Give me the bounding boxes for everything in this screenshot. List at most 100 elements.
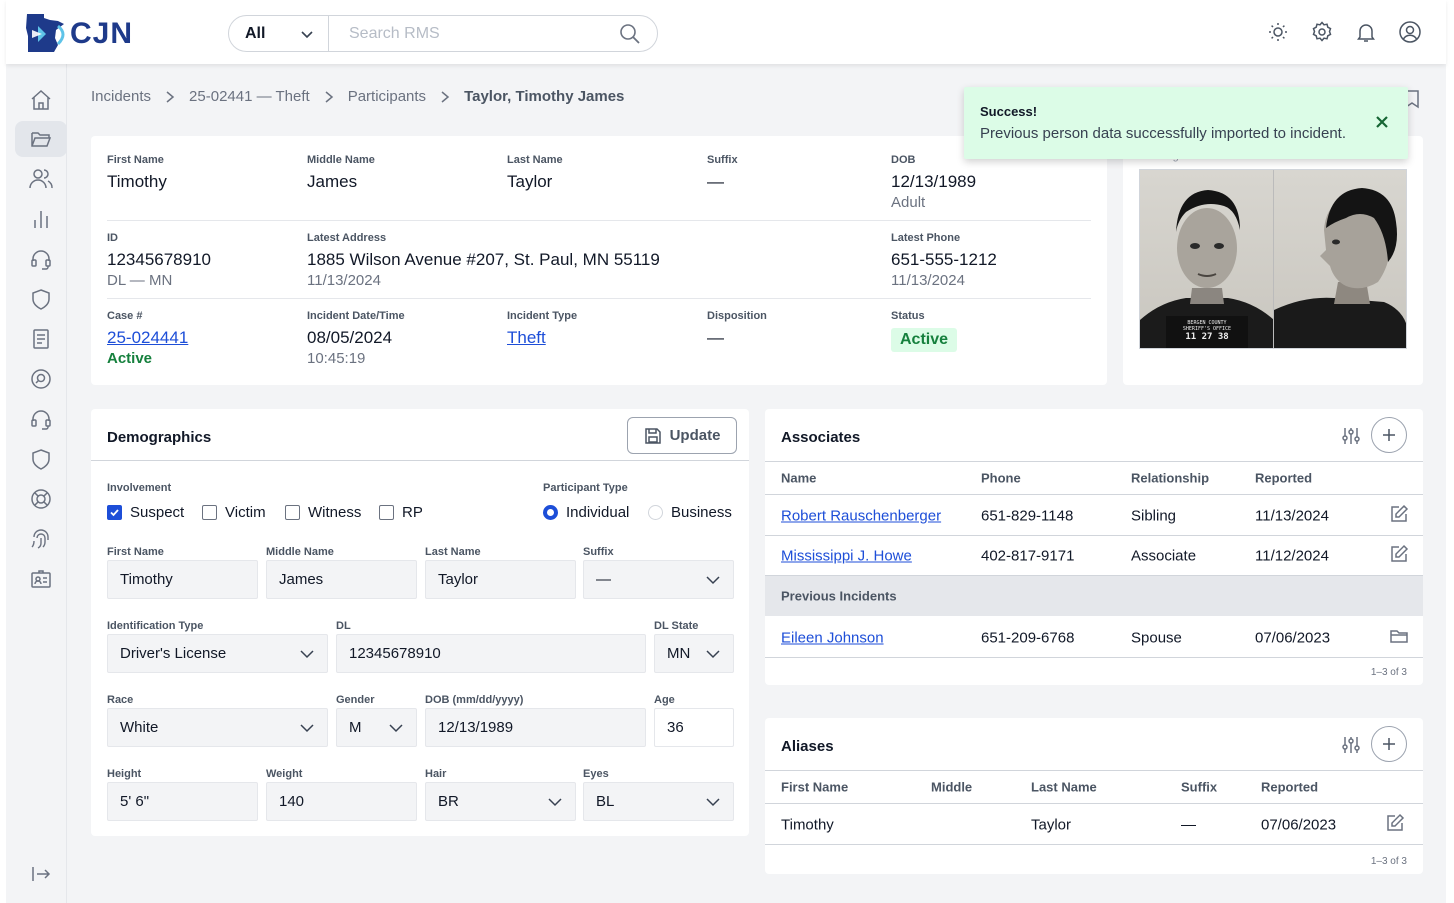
gender-label: Gender	[336, 694, 375, 706]
associate-name-link[interactable]: Robert Rauschenberger	[781, 507, 942, 524]
hair-label: Hair	[425, 768, 447, 780]
sidebar-item-dispatch-2[interactable]	[15, 401, 67, 437]
race-select[interactable]: White	[107, 708, 328, 747]
last-name-field[interactable]: Taylor	[425, 560, 576, 599]
booking-photo[interactable]: BERGEN COUNTY SHERIFF'S OFFICE 11 27 38	[1139, 169, 1407, 349]
chevron-down-icon	[389, 723, 403, 732]
theme-toggle-icon[interactable]	[1266, 20, 1290, 44]
involvement-witness-checkbox[interactable]: Witness	[285, 504, 361, 521]
status-badge: Active	[891, 328, 958, 352]
sidebar-item-incidents[interactable]	[15, 121, 67, 157]
sidebar-item-people[interactable]	[15, 161, 67, 197]
age-field[interactable]: 36	[654, 708, 734, 747]
edit-icon[interactable]	[1389, 504, 1409, 528]
sidebar-item-reports[interactable]	[15, 201, 67, 237]
column-header: First Name	[781, 779, 849, 795]
cell-phone: 651-209-6768	[981, 629, 1075, 646]
search-scope-select[interactable]: All	[229, 16, 329, 51]
search-scope-value: All	[245, 24, 266, 42]
shield-icon	[32, 449, 50, 470]
dob-field[interactable]: 12/13/1989	[425, 708, 646, 747]
filter-sliders-icon[interactable]	[1341, 735, 1361, 755]
incident-type-link[interactable]: Theft	[507, 328, 546, 347]
mugshot-front-image	[1140, 190, 1273, 348]
add-alias-button[interactable]	[1371, 726, 1407, 762]
bell-icon[interactable]	[1354, 20, 1378, 44]
sidebar-item-dispatch[interactable]	[15, 241, 67, 277]
people-icon	[29, 169, 53, 189]
involvement-rp-checkbox[interactable]: RP	[379, 504, 423, 521]
breadcrumb-incident[interactable]: 25-02441 — Theft	[189, 88, 310, 105]
sidebar-item-support[interactable]	[15, 481, 67, 517]
first-name-field[interactable]: Timothy	[107, 560, 258, 599]
sidebar-item-documents[interactable]	[15, 321, 67, 357]
column-header: Relationship	[1131, 470, 1210, 486]
suffix-select[interactable]: —	[583, 560, 734, 599]
field-value: Timothy	[120, 571, 173, 588]
dl-state-select[interactable]: MN	[654, 634, 734, 673]
case-number-link[interactable]: 25-024441	[107, 328, 189, 347]
add-associate-button[interactable]	[1371, 417, 1407, 453]
participant-type-individual-radio[interactable]: Individual	[543, 504, 629, 521]
dl-field[interactable]: 12345678910	[336, 634, 646, 673]
breadcrumb-participants[interactable]: Participants	[347, 88, 427, 105]
gear-icon[interactable]	[1310, 20, 1334, 44]
field-value: BR	[438, 793, 459, 810]
id-type-select[interactable]: Driver's License	[107, 634, 328, 673]
sidebar-item-home[interactable]	[15, 82, 67, 118]
participant-type-business-radio[interactable]: Business	[648, 504, 732, 521]
search-input[interactable]	[329, 24, 619, 43]
cjn-logo[interactable]: CJN	[24, 12, 133, 56]
checkbox-icon	[379, 505, 394, 520]
app-header: CJN All	[6, 0, 1446, 64]
involvement-suspect-checkbox[interactable]: Suspect	[107, 504, 184, 521]
field-value: BL	[596, 793, 615, 810]
sidebar-item-id-cards[interactable]	[15, 561, 67, 597]
middle-name-field[interactable]: James	[266, 560, 417, 599]
edit-icon[interactable]	[1385, 813, 1405, 837]
associate-name-link[interactable]: Eileen Johnson	[781, 629, 884, 646]
sidebar-item-search[interactable]	[15, 361, 67, 397]
associate-name-link[interactable]: Mississippi J. Howe	[781, 547, 912, 564]
summary-id: ID 12345678910 DL — MN	[107, 232, 212, 289]
sidebar-collapse-button[interactable]	[15, 856, 67, 892]
cell-reported: 07/06/2023	[1261, 816, 1337, 833]
checkbox-label: Victim	[225, 504, 266, 521]
home-icon	[31, 89, 51, 110]
breadcrumb-incidents[interactable]: Incidents	[91, 88, 152, 105]
aliases-table-header: First Name Middle Last Name Suffix Repor…	[765, 770, 1423, 804]
document-icon	[33, 329, 49, 349]
field-value: 12/13/1989	[438, 719, 514, 736]
search-icon[interactable]	[619, 23, 641, 45]
summary-phone: Latest Phone 651-555-1212 11/13/2024	[891, 232, 997, 289]
height-field[interactable]: 5' 6"	[107, 782, 258, 821]
folder-icon[interactable]	[1389, 626, 1409, 650]
sidebar-item-fingerprints[interactable]	[15, 521, 67, 557]
group-label: Previous Incidents	[781, 588, 897, 604]
involvement-victim-checkbox[interactable]: Victim	[202, 504, 266, 521]
headset-icon	[31, 250, 51, 270]
cell-reported: 11/13/2024	[1255, 507, 1329, 524]
table-row: Mississippi J. Howe 402-817-9171 Associa…	[765, 536, 1423, 576]
hair-select[interactable]: BR	[425, 782, 576, 821]
cell-first-name: Timothy	[781, 816, 834, 833]
gender-select[interactable]: M	[336, 708, 417, 747]
sidebar-item-security[interactable]	[15, 281, 67, 317]
user-account-icon[interactable]	[1398, 20, 1422, 44]
eyes-select[interactable]: BL	[583, 782, 734, 821]
chevron-down-icon	[300, 649, 314, 658]
edit-icon[interactable]	[1389, 544, 1409, 568]
column-header: Reported	[1255, 470, 1313, 486]
breadcrumb: Incidents 25-02441 — Theft Participants …	[91, 88, 624, 105]
chevron-right-icon	[324, 90, 334, 104]
column-header: Phone	[981, 470, 1021, 486]
age-label: Age	[654, 694, 675, 706]
filter-sliders-icon[interactable]	[1341, 426, 1361, 446]
close-icon[interactable]	[1374, 114, 1390, 130]
divider	[107, 298, 1091, 299]
bar-chart-icon	[34, 211, 48, 228]
sidebar-item-security-2[interactable]	[15, 441, 67, 477]
summary-status: Status Active	[891, 310, 958, 352]
weight-field[interactable]: 140	[266, 782, 417, 821]
update-button[interactable]: Update	[627, 417, 737, 454]
